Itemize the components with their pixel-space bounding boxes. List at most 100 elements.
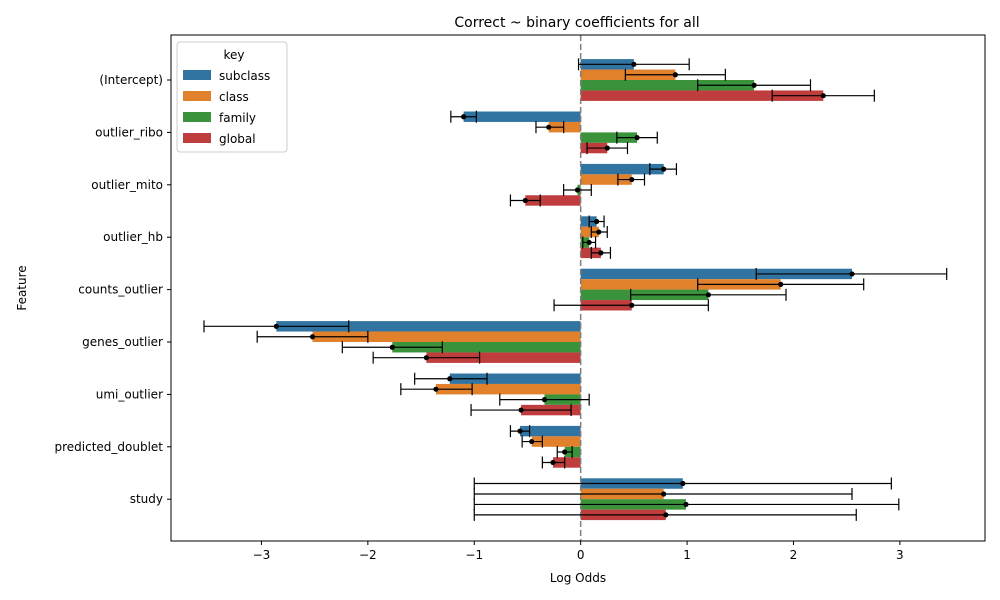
point-global-outlier_hb: [598, 250, 604, 256]
point-family-outlier_mito: [574, 187, 581, 193]
bar-class-outlier_mito: [580, 174, 632, 185]
errorbar-subclass-predicted_doublet: [509, 425, 531, 438]
errorbar-family-predicted_doublet: [556, 446, 573, 459]
errorbar-global-(Intercept): [771, 89, 875, 102]
plot-area: (Intercept) outlier_ribo outlier_mitooutli…: [54, 35, 948, 562]
errorbar-class-predicted_doublet: [521, 435, 543, 448]
errorbar-class-outlier_mito: [617, 173, 646, 186]
plot-frame: [170, 34, 986, 542]
point-family-outlier_ribo: [634, 135, 640, 141]
x-tick-label: −1: [465, 548, 483, 562]
x-axis-title: Log Odds: [550, 571, 606, 585]
errorbar-global-outlier_ribo: [586, 142, 629, 155]
point-global-outlier_mito: [522, 197, 528, 204]
errorbar-subclass-outlier_hb: [588, 215, 605, 228]
bar-class-counts_outlier: [580, 279, 781, 290]
point-subclass-study: [680, 480, 686, 487]
errorbar-family-umi_outlier: [499, 393, 590, 406]
errorbar-family-genes_outlier: [341, 341, 443, 354]
y-tick-label: (Intercept): [99, 73, 163, 87]
point-class-counts_outlier: [778, 281, 784, 287]
point-global-counts_outlier: [629, 302, 635, 308]
point-class-outlier_hb: [596, 229, 602, 235]
errorbar-class-outlier_hb: [590, 225, 608, 238]
errorbar-family-outlier_hb: [582, 236, 597, 249]
bar-global-outlier_mito: [525, 195, 581, 206]
errorbar-global-umi_outlier: [470, 404, 572, 417]
point-class-outlier_ribo: [546, 124, 552, 130]
errorbar-global-outlier_hb: [590, 246, 612, 259]
point-subclass-umi_outlier: [447, 376, 453, 382]
bar-subclass-predicted_doublet: [520, 425, 581, 437]
bar-subclass-outlier_ribo: [463, 111, 581, 122]
bar-family-outlier_ribo: [580, 132, 638, 143]
point-class-study: [661, 491, 667, 497]
legend-box: [176, 41, 288, 153]
errorbar-subclass-outlier_mito: [649, 163, 678, 176]
y-tick-label: genes_outlier: [82, 335, 163, 349]
errorbar-family-counts_outlier: [630, 288, 787, 301]
errorbar-family-study: [473, 498, 900, 511]
x-tick-label: 0: [577, 548, 585, 562]
errorbar-subclass-umi_outlier: [414, 372, 488, 385]
errorbar-global-study: [473, 508, 857, 521]
bar-subclass-outlier_mito: [580, 163, 664, 175]
point-subclass-outlier_mito: [661, 166, 667, 172]
bar-global-genes_outlier: [426, 352, 581, 363]
point-subclass-predicted_doublet: [517, 428, 523, 434]
x-tick-label: −2: [359, 548, 377, 562]
legend-label-subclass: subclass: [219, 69, 270, 83]
chart-title: Correct ~ binary coefficients for all: [454, 15, 699, 31]
point-family-(Intercept): [751, 82, 757, 88]
errorbar-class-(Intercept): [624, 68, 726, 81]
point-subclass-counts_outlier: [849, 271, 855, 277]
legend-title: key: [223, 48, 244, 62]
bar-class-outlier_hb: [580, 226, 599, 238]
bar-class-outlier_ribo: [548, 121, 581, 133]
point-global-genes_outlier: [423, 355, 429, 361]
point-global-(Intercept): [820, 93, 826, 99]
errorbar-subclass-outlier_ribo: [450, 110, 477, 123]
y-axis-title: Feature: [15, 265, 29, 310]
point-subclass-(Intercept): [631, 61, 637, 67]
errorbar-class-study: [473, 487, 853, 500]
x-tick-label: −3: [253, 548, 271, 562]
point-family-outlier_hb: [586, 239, 592, 246]
point-subclass-outlier_ribo: [461, 114, 467, 120]
point-family-umi_outlier: [541, 397, 548, 403]
legend: key subclass class family global: [176, 41, 288, 153]
errorbar-subclass-counts_outlier: [755, 267, 948, 280]
bar-subclass-genes_outlier: [276, 321, 581, 332]
legend-label-family: family: [219, 111, 256, 125]
bar-family-(Intercept): [580, 80, 755, 91]
legend-label-class: class: [219, 90, 249, 104]
errorbar-global-counts_outlier: [553, 299, 709, 312]
bar-subclass-umi_outlier: [449, 373, 581, 384]
bar-global-(Intercept): [580, 90, 824, 101]
bar-class-umi_outlier: [435, 383, 581, 395]
errorbar-global-outlier_mito: [509, 194, 541, 207]
point-subclass-genes_outlier: [273, 323, 279, 329]
point-class-(Intercept): [672, 72, 678, 78]
y-tick-label: counts_outlier: [78, 283, 163, 297]
errorbar-subclass-genes_outlier: [203, 320, 350, 333]
point-class-outlier_mito: [629, 176, 635, 183]
y-tick-label: predicted_doublet: [54, 440, 163, 454]
errorbar-family-(Intercept): [697, 79, 812, 92]
legend-swatch-subclass: [183, 70, 211, 80]
bar-global-predicted_doublet: [552, 457, 581, 468]
legend-swatch-family: [183, 112, 211, 122]
point-global-outlier_ribo: [604, 145, 610, 151]
errorbar-class-umi_outlier: [400, 383, 473, 396]
point-family-counts_outlier: [705, 292, 711, 298]
errorbar-global-predicted_doublet: [541, 456, 566, 469]
point-global-predicted_doublet: [550, 459, 556, 466]
point-global-study: [663, 512, 669, 518]
errorbar-family-outlier_ribo: [616, 131, 658, 144]
point-class-predicted_doublet: [529, 438, 535, 445]
legend-label-global: global: [219, 132, 256, 146]
errorbar-subclass-study: [473, 477, 892, 490]
point-global-umi_outlier: [518, 407, 524, 413]
point-family-predicted_doublet: [562, 449, 568, 455]
